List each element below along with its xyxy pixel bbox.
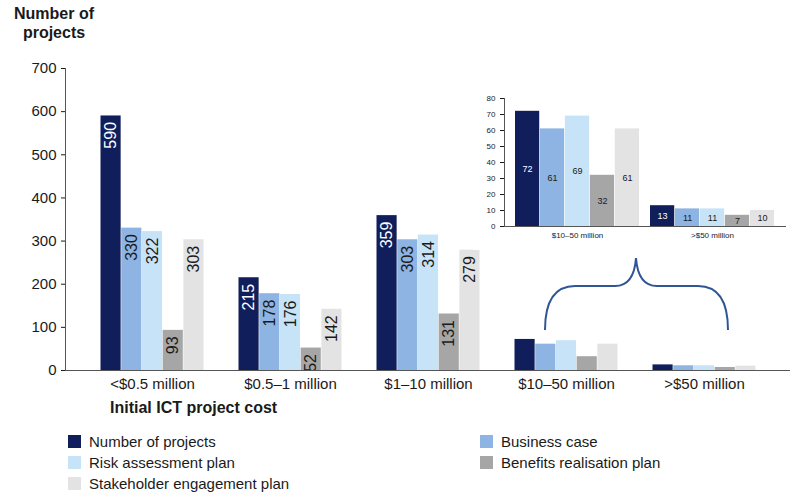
svg-text:$0.5–1 million: $0.5–1 million — [244, 375, 337, 392]
svg-text:178: 178 — [261, 300, 278, 327]
html-text:Benefits realisation plan: Benefits realisation plan — [501, 453, 661, 471]
svg-text:60: 60 — [487, 126, 496, 135]
html-text:Stakeholder engagement plan: Stakeholder engagement plan — [89, 474, 290, 492]
svg-text:10: 10 — [487, 206, 496, 215]
svg-text:69: 69 — [572, 166, 582, 176]
svg-text:0: 0 — [48, 361, 56, 378]
svg-text:52: 52 — [302, 354, 319, 372]
svg-text:>$50 million: >$50 million — [691, 231, 734, 240]
svg-text:215: 215 — [240, 284, 257, 311]
svg-text:400: 400 — [31, 189, 56, 206]
svg-text:7: 7 — [735, 216, 740, 226]
svg-text:303: 303 — [399, 246, 416, 273]
svg-text:322: 322 — [144, 237, 161, 264]
svg-text:10: 10 — [757, 213, 767, 223]
svg-text:70: 70 — [487, 110, 496, 119]
svg-text:61: 61 — [622, 173, 632, 183]
svg-text:0: 0 — [491, 222, 496, 231]
svg-text:>$50 million: >$50 million — [664, 375, 744, 392]
svg-text:$10–50 million: $10–50 million — [552, 231, 604, 240]
svg-text:176: 176 — [282, 300, 299, 327]
svg-text:590: 590 — [102, 122, 119, 149]
svg-text:700: 700 — [31, 59, 56, 76]
svg-text:61: 61 — [548, 173, 558, 183]
svg-text:600: 600 — [31, 102, 56, 119]
svg-text:93: 93 — [164, 336, 181, 354]
svg-text:72: 72 — [523, 164, 533, 174]
svg-text:11: 11 — [708, 213, 717, 223]
html-text:Risk assessment plan: Risk assessment plan — [89, 453, 235, 471]
html-text:Initial ICT project cost: Initial ICT project cost — [110, 399, 278, 416]
html-text:Business case: Business case — [501, 432, 598, 450]
svg-text:13: 13 — [658, 211, 668, 221]
svg-text:500: 500 — [31, 146, 56, 163]
svg-text:50: 50 — [487, 142, 496, 151]
svg-text:279: 279 — [461, 256, 478, 283]
svg-text:20: 20 — [487, 190, 496, 199]
svg-text:314: 314 — [420, 241, 437, 268]
svg-text:359: 359 — [378, 222, 395, 249]
svg-text:<$0.5 million: <$0.5 million — [110, 375, 195, 392]
svg-text:300: 300 — [31, 232, 56, 249]
svg-text:30: 30 — [487, 174, 496, 183]
svg-text:200: 200 — [31, 275, 56, 292]
svg-text:330: 330 — [123, 234, 140, 261]
svg-text:303: 303 — [185, 246, 202, 273]
svg-text:100: 100 — [31, 318, 56, 335]
svg-text:32: 32 — [597, 196, 607, 206]
svg-text:40: 40 — [487, 158, 496, 167]
svg-text:$10–50 million: $10–50 million — [518, 375, 615, 392]
svg-text:80: 80 — [487, 94, 496, 103]
svg-text:$1–10 million: $1–10 million — [384, 375, 472, 392]
html-text:Number of projects: Number of projects — [89, 432, 216, 450]
svg-text:131: 131 — [440, 320, 457, 347]
svg-text:142: 142 — [323, 315, 340, 342]
html-text:Number of projects: Number of projects — [14, 5, 94, 41]
svg-text:11: 11 — [683, 213, 692, 223]
